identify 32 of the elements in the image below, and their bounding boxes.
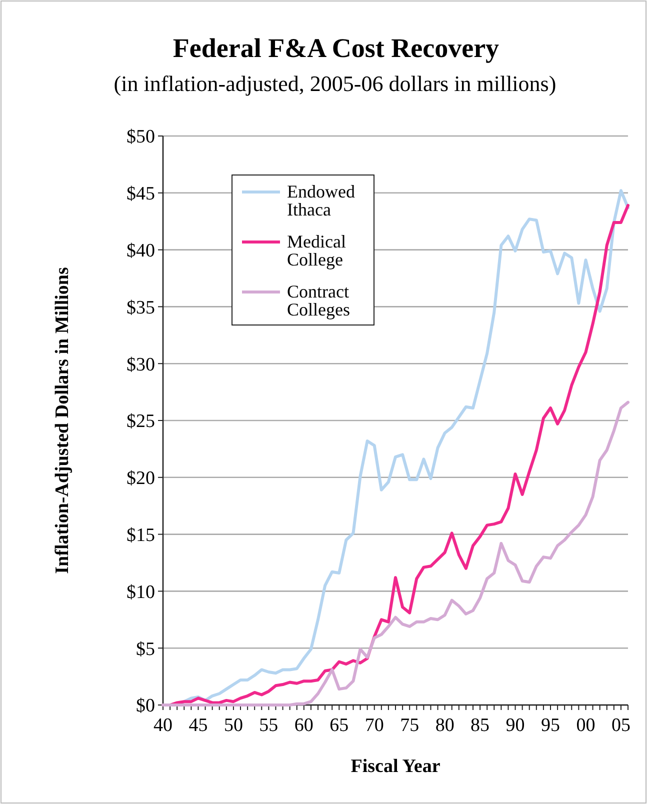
x-tick-label: 75 xyxy=(400,715,420,736)
y-tick-label: $40 xyxy=(126,240,155,262)
y-tick-label: $5 xyxy=(136,638,155,660)
y-axis-title: Inflation-Adjusted Dollars in Millions xyxy=(52,267,73,574)
x-tick-label: 85 xyxy=(470,715,490,736)
y-tick-label: $30 xyxy=(126,354,155,376)
x-tick-label: 40 xyxy=(154,715,172,736)
x-tick-label: 90 xyxy=(506,715,525,736)
x-tick-label: 00 xyxy=(576,715,596,736)
x-tick-label: 80 xyxy=(435,715,454,736)
x-tick-label: 55 xyxy=(259,715,278,736)
y-tick-label: $20 xyxy=(126,468,155,490)
y-tick-label: $35 xyxy=(126,297,155,318)
x-axis-title: Fiscal Year xyxy=(350,756,441,777)
x-tick-label: 65 xyxy=(330,715,349,736)
y-tick-label: $15 xyxy=(126,524,155,546)
legend-label: Endowed Ithaca xyxy=(287,181,355,220)
x-tick-label: 70 xyxy=(364,715,384,736)
x-tick-label: 05 xyxy=(611,715,630,736)
chart-subtitle: (in inflation-adjusted, 2005-06 dollars in millions) xyxy=(114,71,556,96)
legend-label: Contract Colleges xyxy=(287,281,350,320)
y-tick-label: $0 xyxy=(136,696,155,717)
x-tick-label: 50 xyxy=(224,715,243,736)
y-tick-label: $45 xyxy=(126,184,155,205)
x-tick-label: 60 xyxy=(294,715,314,736)
y-tick-label: $50 xyxy=(126,126,155,148)
legend-label: Medical College xyxy=(287,231,346,270)
x-tick-label: 45 xyxy=(188,715,208,736)
chart-title: Federal F&A Cost Recovery xyxy=(172,33,500,63)
x-tick-label: 95 xyxy=(541,715,560,736)
y-tick-label: $10 xyxy=(126,582,155,603)
y-tick-label: $25 xyxy=(126,411,155,432)
